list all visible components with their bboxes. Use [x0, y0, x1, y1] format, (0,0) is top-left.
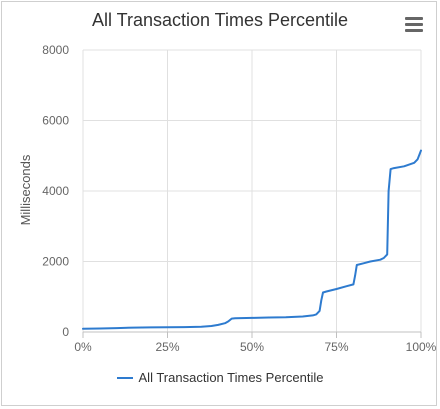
chart-title: All Transaction Times Percentile [91, 10, 349, 30]
x-tick-label: 50% [240, 340, 264, 354]
legend[interactable]: All Transaction Times Percentile [0, 369, 440, 385]
series-line[interactable] [82, 149, 422, 330]
y-tick-label: 4000 [42, 184, 69, 198]
y-tick-label: 2000 [42, 255, 69, 269]
y-axis-title: Milliseconds [18, 154, 33, 225]
y-tick-labels: 0 2000 4000 6000 8000 [42, 43, 69, 339]
x-tick-labels: 0% 25% 50% 75% 100% [74, 340, 436, 354]
x-tick-label: 25% [155, 340, 179, 354]
x-tick-label: 75% [324, 340, 348, 354]
legend-swatch [116, 376, 133, 379]
legend-label: All Transaction Times Percentile [138, 370, 324, 386]
x-tick-label: 0% [74, 340, 92, 354]
series-group [82, 149, 422, 330]
hamburger-menu-icon[interactable] [403, 14, 425, 36]
grid-lines [82, 49, 422, 338]
y-tick-label: 8000 [42, 43, 69, 57]
y-tick-label: 6000 [42, 114, 69, 128]
y-tick-label: 0 [62, 325, 69, 339]
x-tick-label: 100% [406, 340, 437, 354]
